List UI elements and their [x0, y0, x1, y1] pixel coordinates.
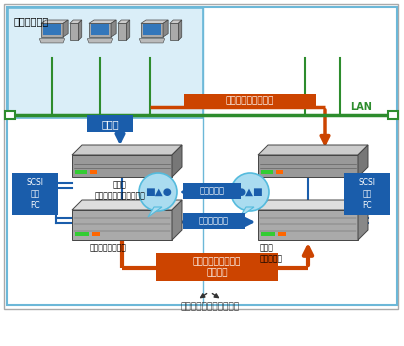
Polygon shape [72, 210, 172, 240]
Polygon shape [126, 20, 130, 40]
FancyBboxPatch shape [8, 8, 203, 118]
Polygon shape [163, 20, 168, 37]
FancyBboxPatch shape [7, 7, 199, 117]
Polygon shape [87, 39, 113, 43]
Text: 本番系に障害発生時
切り替え: 本番系に障害発生時 切り替え [193, 257, 241, 277]
Polygon shape [143, 24, 161, 35]
FancyBboxPatch shape [75, 170, 87, 174]
Text: LAN: LAN [350, 102, 372, 112]
Text: 同一データ: 同一データ [200, 186, 225, 195]
Polygon shape [43, 24, 61, 35]
FancyBboxPatch shape [90, 170, 97, 174]
Polygon shape [72, 155, 172, 177]
Polygon shape [141, 20, 168, 24]
Polygon shape [89, 24, 111, 37]
Polygon shape [258, 200, 368, 210]
Polygon shape [118, 20, 130, 24]
FancyBboxPatch shape [12, 173, 58, 215]
FancyBboxPatch shape [276, 170, 283, 174]
Text: 予備系
ストレージ: 予備系 ストレージ [260, 243, 283, 263]
FancyBboxPatch shape [7, 7, 397, 305]
FancyBboxPatch shape [92, 232, 100, 236]
FancyBboxPatch shape [184, 94, 316, 109]
Text: ●▲■: ●▲■ [237, 187, 263, 197]
Polygon shape [70, 24, 78, 40]
Polygon shape [141, 24, 163, 37]
FancyBboxPatch shape [344, 173, 390, 215]
Polygon shape [178, 20, 182, 40]
Text: SCSI
又は
FC: SCSI 又は FC [27, 179, 44, 210]
Polygon shape [70, 20, 82, 24]
Text: 本番系ストレージ: 本番系ストレージ [90, 243, 127, 252]
Text: 本番系に障害発生時: 本番系に障害発生時 [226, 97, 274, 106]
Text: データコピー: データコピー [199, 217, 229, 226]
Circle shape [231, 173, 269, 211]
FancyBboxPatch shape [87, 115, 133, 132]
Polygon shape [240, 207, 254, 217]
FancyBboxPatch shape [5, 111, 15, 119]
FancyBboxPatch shape [388, 111, 398, 119]
FancyBboxPatch shape [8, 8, 396, 304]
Polygon shape [139, 39, 165, 43]
Text: SCSI
又は
FC: SCSI 又は FC [358, 179, 375, 210]
Circle shape [139, 173, 177, 211]
Polygon shape [172, 145, 182, 177]
Polygon shape [89, 20, 116, 24]
FancyBboxPatch shape [183, 183, 241, 199]
FancyBboxPatch shape [261, 232, 275, 236]
Text: 本番系
アプリケーションサーバ: 本番系 アプリケーションサーバ [95, 180, 145, 200]
Polygon shape [39, 39, 65, 43]
Polygon shape [358, 145, 368, 177]
Polygon shape [78, 20, 82, 40]
Text: 通常時: 通常時 [101, 119, 119, 129]
Polygon shape [170, 20, 182, 24]
Polygon shape [358, 200, 368, 240]
Polygon shape [41, 20, 68, 24]
FancyBboxPatch shape [278, 232, 286, 236]
Text: クライアント: クライアント [14, 16, 49, 26]
Polygon shape [41, 24, 63, 37]
Polygon shape [170, 24, 178, 40]
Polygon shape [72, 145, 182, 155]
Polygon shape [148, 207, 162, 217]
Text: ■▲●: ■▲● [145, 187, 171, 197]
Polygon shape [258, 210, 358, 240]
FancyBboxPatch shape [4, 4, 398, 309]
Polygon shape [258, 155, 358, 177]
Polygon shape [90, 24, 109, 35]
Polygon shape [258, 145, 368, 155]
Polygon shape [111, 20, 116, 37]
Text: 場合によっては舉拠点間: 場合によっては舉拠点間 [181, 302, 240, 311]
Polygon shape [172, 200, 182, 240]
Polygon shape [72, 200, 182, 210]
FancyBboxPatch shape [261, 170, 273, 174]
Polygon shape [118, 24, 126, 40]
Polygon shape [63, 20, 68, 37]
FancyBboxPatch shape [75, 232, 89, 236]
FancyBboxPatch shape [156, 253, 278, 281]
FancyBboxPatch shape [183, 213, 245, 229]
